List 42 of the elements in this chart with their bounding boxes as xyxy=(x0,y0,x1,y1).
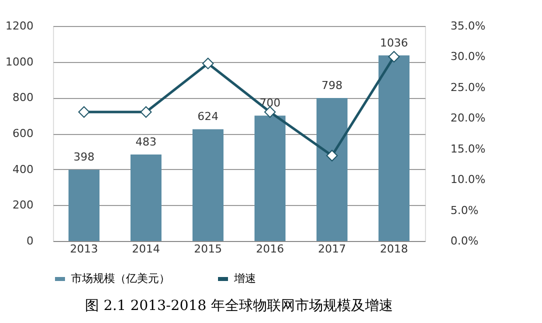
point xyxy=(140,106,152,118)
bar xyxy=(68,170,100,241)
point xyxy=(78,106,90,118)
bar xyxy=(130,154,162,241)
y-tick-label: 200 xyxy=(12,198,34,212)
y-tick-label: 1200 xyxy=(6,20,34,32)
data-label: 483 xyxy=(136,135,156,148)
y-tick-label: 1000 xyxy=(6,55,34,68)
data-label: 700 xyxy=(260,96,280,110)
y2-tick-label: 35.0% xyxy=(450,20,486,32)
x-tick-label: 2013 xyxy=(70,242,98,256)
bar xyxy=(254,116,286,241)
point xyxy=(326,150,338,162)
x-tick-label: 2015 xyxy=(194,242,222,256)
y2-tick-label: 10.0% xyxy=(450,173,486,186)
data-label: 624 xyxy=(198,110,218,124)
y2-tick-label: 0.0% xyxy=(450,234,478,248)
y-tick-label: 400 xyxy=(12,162,34,176)
bar xyxy=(316,98,348,241)
y-tick-label: 600 xyxy=(12,127,34,140)
y-tick-label: 0 xyxy=(26,234,34,248)
data-label: 398 xyxy=(74,150,94,164)
y-tick-label: 800 xyxy=(12,91,34,104)
y2-tick-label: 25.0% xyxy=(450,80,486,94)
x-tick-label: 2018 xyxy=(380,242,408,256)
y2-tick-label: 30.0% xyxy=(450,50,486,64)
point xyxy=(388,50,400,62)
text: 图 2.1 2013-2018 年全球物联网市场规模及增速 xyxy=(85,298,393,314)
bar xyxy=(192,129,224,241)
data-label: 798 xyxy=(322,79,342,92)
data-label: 1036 xyxy=(380,36,408,50)
y2-tick-label: 5.0% xyxy=(450,204,478,217)
y2-tick-label: 15.0% xyxy=(450,142,486,156)
x-tick-label: 2016 xyxy=(256,242,284,256)
x-tick-label: 2017 xyxy=(318,242,346,256)
point xyxy=(264,106,276,118)
y2-tick-label: 20.0% xyxy=(450,112,486,125)
x-tick-label: 2014 xyxy=(132,242,160,256)
point xyxy=(202,58,214,70)
legend-label: 市场规模（亿美元） xyxy=(71,272,170,285)
legend-label: 增速 xyxy=(233,272,256,285)
bar xyxy=(378,55,410,241)
